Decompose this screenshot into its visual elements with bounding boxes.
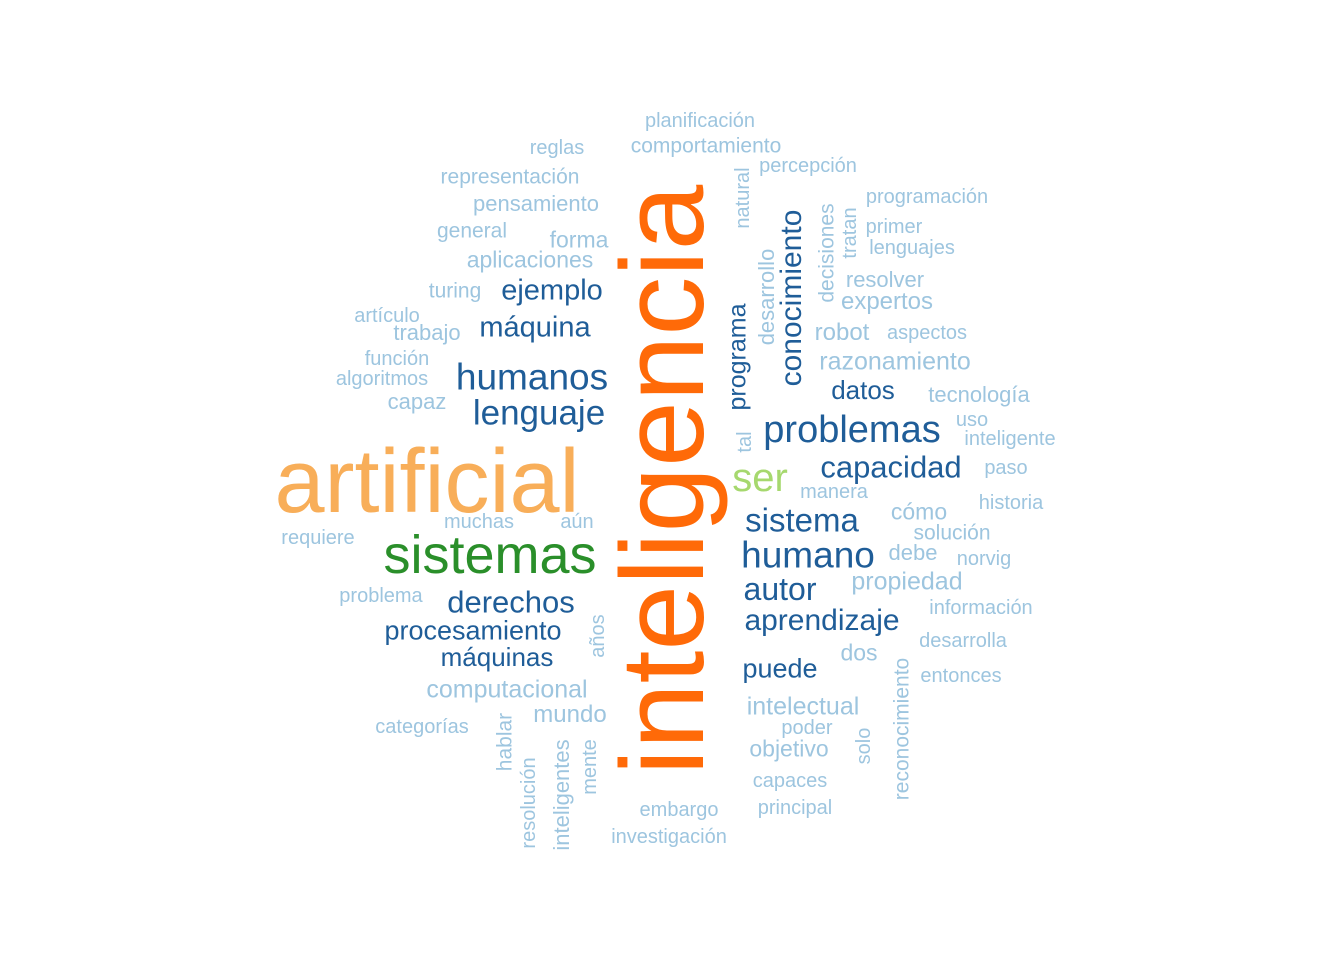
word-entonces: entonces [920, 665, 1002, 687]
word-tratan: tratan [839, 207, 861, 259]
word-mundo: mundo [533, 701, 607, 728]
word-decisiones: decisiones [815, 203, 839, 303]
word-propiedad: propiedad [851, 567, 963, 596]
word-sistema: sistema [745, 501, 859, 539]
word-robot: robot [814, 319, 870, 346]
word-humanos: humanos [455, 356, 609, 398]
word-muchas: muchas [443, 511, 515, 533]
word-ser: ser [732, 456, 788, 500]
word-inteligencia: inteligencia [597, 184, 729, 776]
word-intelectual: intelectual [746, 692, 860, 721]
word-datos: datos [831, 375, 895, 405]
word-expertos: expertos [840, 288, 934, 315]
word-solo: solo [853, 727, 875, 765]
word-poder: poder [781, 717, 833, 739]
word-lenguaje: lenguaje [472, 393, 606, 433]
word-problema: problema [339, 585, 423, 607]
word-maquina: máquina [479, 311, 591, 344]
word-conocimiento: conocimiento [775, 209, 808, 387]
word-articulo: artículo [354, 305, 420, 327]
word-inteligentes: inteligentes [549, 739, 574, 851]
word-computacional: computacional [426, 675, 588, 704]
word-uso: uso [955, 409, 989, 431]
word-solucion: solución [913, 521, 991, 545]
word-programa: programa [723, 303, 752, 411]
word-representacion: representación [440, 165, 580, 189]
word-humano: humano [741, 534, 875, 576]
word-objetivo: objetivo [749, 735, 829, 762]
word-dos: dos [840, 639, 878, 666]
word-inteligente: inteligente [964, 428, 1056, 450]
word-categorias: categorías [375, 716, 469, 738]
word-aun: aún [560, 511, 594, 533]
word-mente: mente [579, 739, 601, 795]
word-natural: natural [732, 167, 754, 229]
word-como: cómo [890, 498, 948, 525]
word-puede: puede [742, 653, 818, 684]
word-pensamiento: pensamiento [473, 191, 599, 216]
word-algoritmos: algoritmos [335, 368, 429, 390]
word-razonamiento: razonamiento [819, 347, 971, 376]
word-artificial: artificial [274, 432, 580, 532]
word-reglas: reglas [529, 137, 585, 159]
word-programacion: programación [865, 186, 989, 208]
word-derechos: derechos [447, 584, 575, 620]
word-primer: primer [865, 216, 923, 238]
word-tal: tal [734, 431, 756, 453]
word-tecnologia: tecnología [928, 382, 1030, 407]
word-percepcion: percepción [759, 155, 857, 177]
word-lenguajes: lenguajes [869, 237, 955, 259]
word-norvig: norvig [956, 548, 1012, 570]
word-maquinas: máquinas [440, 642, 554, 672]
word-resolver: resolver [845, 267, 925, 292]
word-debe: debe [888, 540, 938, 565]
word-capaces: capaces [752, 770, 828, 792]
word-informacion: información [929, 597, 1033, 619]
word-paso: paso [984, 457, 1028, 479]
word-turing: turing [428, 279, 482, 303]
word-manera: manera [800, 481, 868, 503]
word-comportamiento: comportamiento [630, 134, 782, 158]
word-historia: historia [978, 492, 1044, 514]
word-problemas: problemas [763, 409, 941, 451]
word-autor: autor [743, 571, 817, 607]
word-capacidad: capacidad [820, 449, 962, 485]
word-hablar: hablar [493, 712, 517, 772]
word-requiere: requiere [281, 527, 355, 549]
word-capaz: capaz [387, 389, 447, 414]
word-anos: años [587, 614, 609, 658]
word-trabajo: trabajo [393, 320, 461, 345]
word-aprendizaje: aprendizaje [744, 604, 900, 637]
word-aplicaciones: aplicaciones [466, 246, 594, 273]
word-ejemplo: ejemplo [501, 274, 603, 307]
word-procesamiento: procesamiento [384, 615, 562, 646]
word-desarrolla: desarrolla [919, 630, 1007, 652]
word-sistemas: sistemas [383, 525, 597, 585]
word-investigacion: investigación [611, 826, 727, 848]
word-desarrollo: desarrollo [754, 248, 779, 346]
word-resolucion: resolución [518, 757, 540, 849]
word-forma: forma [549, 226, 609, 253]
word-funcion: función [364, 348, 430, 370]
word-principal: principal [757, 797, 833, 819]
word-reconocimiento: reconocimiento [890, 657, 914, 801]
word-aspectos: aspectos [886, 322, 968, 344]
word-general: general [436, 219, 508, 243]
word-planificacion: planificación [644, 110, 756, 132]
word-embargo: embargo [639, 799, 719, 821]
